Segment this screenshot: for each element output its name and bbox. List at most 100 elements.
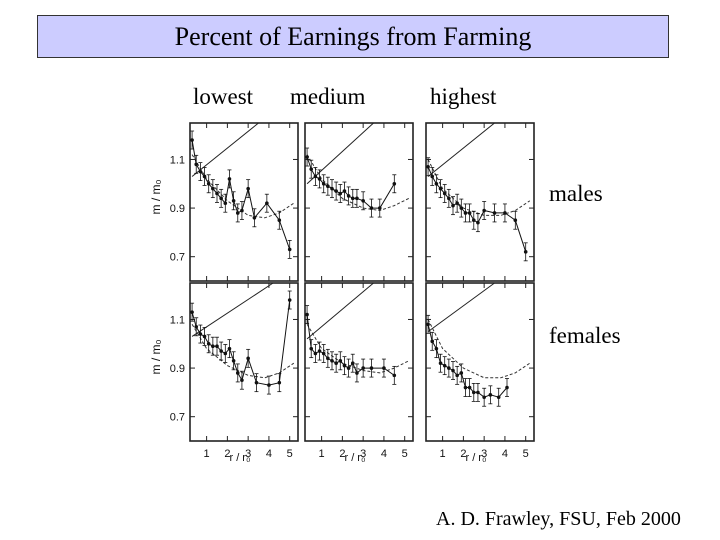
x-tick-label: 1 [440,448,446,460]
data-point [467,211,472,215]
data-point [240,378,244,383]
data-point [451,368,455,373]
x-tick-label: 4 [381,448,387,460]
data-point [523,250,528,254]
fit-curve [306,324,410,374]
slide-title: Percent of Earnings from Farming [174,21,532,51]
row-label-females: females [549,323,621,348]
data-point [392,373,397,378]
data-point [309,346,314,351]
data-point [252,216,257,220]
data-point [482,208,486,213]
data-point [355,371,359,375]
data-point [326,356,330,361]
data-point [471,390,476,395]
data-point [492,211,497,215]
data-point [476,390,480,395]
reference-line [306,122,374,185]
data-point [426,322,430,327]
data-point [438,361,443,366]
panel-frame [304,282,414,442]
data-point [382,366,386,370]
data-point [350,196,355,201]
data-point [338,358,343,363]
data-point [463,385,468,390]
data-point [447,196,451,201]
data-point [309,167,314,171]
data-point [334,189,338,193]
data-point [369,206,374,210]
data-point [503,211,507,215]
x-tick-label: 5 [523,448,529,460]
data-point [190,310,194,314]
data-point [246,356,250,361]
data-point [265,201,269,206]
data-point [476,220,480,225]
series-line [306,314,395,376]
fit-curve [427,319,531,379]
data-point [235,371,240,375]
y-tick-label: 0.9 [170,363,185,375]
data-point [227,346,232,351]
panel-frame [425,122,535,282]
x-tick-label: 1 [204,448,210,460]
data-point [190,138,194,142]
data-point [287,298,292,302]
x-tick-label: 3 [360,448,366,460]
data-point [206,181,211,186]
data-point [223,351,228,356]
data-point [426,164,430,169]
data-point [455,373,459,378]
y-tick-label: 1.1 [170,314,185,326]
data-point [240,208,244,213]
data-point [342,189,347,193]
data-point [350,361,355,366]
data-point [342,363,347,368]
data-point [334,361,338,366]
reference-line [191,122,259,177]
data-point [447,366,451,370]
data-point [361,198,365,203]
data-point [369,366,374,370]
data-point [471,218,476,223]
reference-line [306,282,374,340]
x-tick-label: 5 [402,448,408,460]
data-point [442,363,447,368]
panel-frame [304,122,414,282]
data-point [305,155,309,159]
data-point [463,211,468,215]
y-tick-label: 0.7 [170,412,185,424]
fit-curve [306,154,410,212]
data-point [459,206,464,210]
data-point [451,203,455,208]
credit-text: A. D. Frawley, FSU, Feb 2000 [436,508,681,530]
data-point [317,177,322,181]
data-point [377,206,382,210]
data-point [455,201,459,206]
data-point [246,186,250,191]
data-point [198,332,203,336]
data-point [202,334,207,339]
data-point [355,196,359,201]
column-label-highest: highest [430,84,497,109]
data-point [211,344,215,349]
data-point [219,196,223,201]
x-tick-label: 3 [245,448,251,460]
data-point [438,186,443,191]
x-tick-label: 4 [266,448,272,460]
fit-curve [427,159,531,216]
series-line [427,166,527,252]
data-point [194,324,199,329]
data-point [215,344,219,349]
data-point [231,198,236,203]
data-point [346,366,351,370]
x-tick-label: 2 [339,448,345,460]
data-point [467,385,472,390]
data-point [434,346,439,351]
data-point [219,349,223,353]
x-axis-label: r / r₀ [344,452,365,464]
data-point [346,194,351,198]
data-point [482,395,486,400]
data-point [321,351,326,356]
data-point [313,351,318,356]
